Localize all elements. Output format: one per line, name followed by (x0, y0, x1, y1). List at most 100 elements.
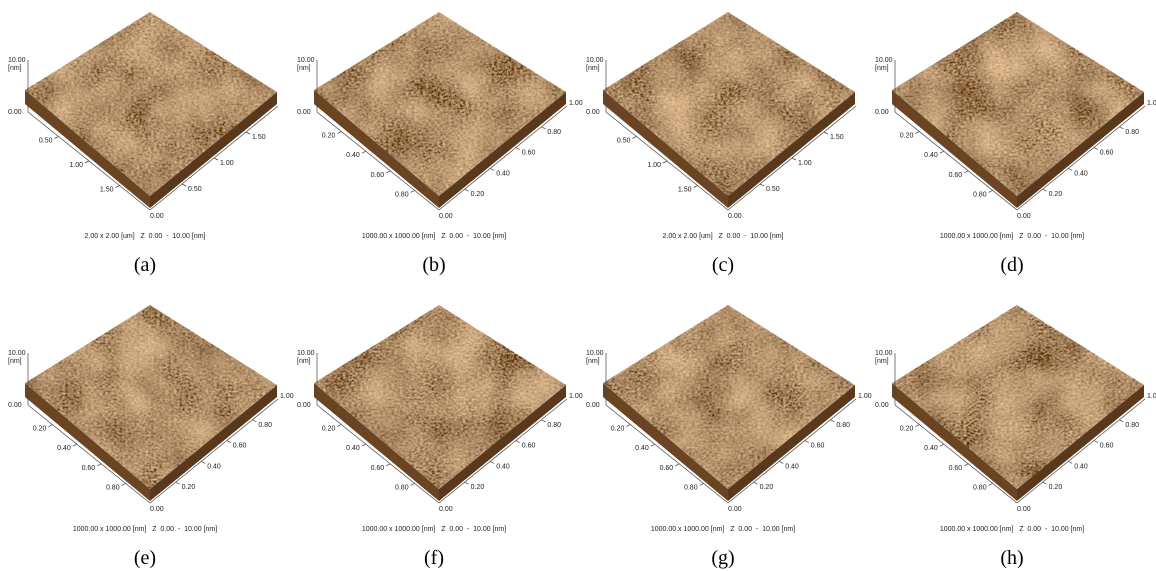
z-min-label: 0.00 (297, 402, 311, 409)
tick-label: 0.40 (924, 445, 938, 452)
tick (760, 184, 764, 186)
tick (754, 482, 758, 484)
tick-label: 0.40 (924, 152, 938, 159)
tick-label: 0.60 (233, 443, 247, 450)
tick (465, 189, 469, 191)
tick-label: 0.80 (1125, 422, 1139, 429)
tick (411, 190, 415, 192)
panel-label: (d) (1000, 254, 1023, 276)
tick (516, 441, 520, 443)
tick-label: 0.80 (258, 422, 272, 429)
tick-label: 0.60 (522, 150, 536, 157)
tick-label: 0.80 (973, 484, 987, 491)
surface (603, 12, 855, 196)
tick (541, 127, 545, 129)
z-min-label: 0.00 (297, 109, 311, 116)
tick-label: 0.80 (106, 484, 120, 491)
tick (651, 444, 655, 446)
tick-label: 0.40 (346, 445, 360, 452)
tick-label: 0.60 (811, 443, 825, 450)
tick-label: 0.20 (760, 484, 774, 491)
tick-label: 0.80 (547, 129, 561, 136)
tick-label: 1.00 (647, 162, 661, 169)
tick-label: 1.00 (1147, 393, 1156, 400)
tick (122, 483, 126, 485)
tick (1068, 461, 1072, 463)
z-unit-label: [nm] (8, 358, 22, 365)
tick (915, 132, 919, 134)
tick-label: 0.20 (471, 191, 485, 198)
tick (792, 158, 796, 160)
tick (214, 158, 218, 160)
tick (1043, 189, 1047, 191)
surface (892, 305, 1144, 489)
z-max-label: 10.00 (586, 350, 604, 357)
tick (85, 161, 89, 163)
tick (940, 444, 944, 446)
tick (116, 186, 120, 188)
panel-label: (g) (711, 547, 734, 569)
tick-label: 0.80 (395, 484, 409, 491)
tick-label: 0.40 (496, 463, 510, 470)
surface (25, 305, 277, 489)
panel-label: (f) (424, 547, 444, 569)
tick-label: 0.40 (785, 463, 799, 470)
tick-label: 1.00 (798, 160, 812, 167)
tick-label: 0.50 (617, 138, 631, 145)
tick (182, 184, 186, 186)
tick-label: 0.80 (836, 422, 850, 429)
tick (337, 425, 341, 427)
tick (516, 148, 520, 150)
tick (490, 168, 494, 170)
tick (386, 464, 390, 466)
tick-label: 0.20 (1049, 191, 1063, 198)
tick-label: 0.60 (1100, 150, 1114, 157)
tick-label: 0.20 (900, 426, 914, 433)
tick (633, 137, 637, 139)
tick-label: 0.60 (1100, 443, 1114, 450)
tick (1119, 127, 1123, 129)
tick (989, 483, 993, 485)
z-unit-label: [nm] (297, 358, 311, 365)
tick (989, 190, 993, 192)
figure: 10.00[nm]0.000.501.001.500.501.001.500.0… (0, 0, 1156, 571)
tick-label: 0.20 (900, 133, 914, 140)
tick-label: 1.00 (1147, 100, 1156, 107)
afm-panel: 10.00[nm]0.000.200.400.600.800.200.400.6… (586, 305, 872, 569)
tick (337, 132, 341, 134)
tick-label: 0.60 (949, 465, 963, 472)
surface (314, 12, 566, 196)
panel-label: (b) (422, 254, 445, 276)
z-min-label: 0.00 (586, 109, 600, 116)
tick (73, 444, 77, 446)
z-min-label: 0.00 (8, 109, 22, 116)
tick (362, 444, 366, 446)
tick-label: 0.40 (496, 170, 510, 177)
tick (541, 420, 545, 422)
origin-label: 0.00 (728, 213, 742, 220)
scan-caption: 1000.00 x 1000.00 [nm] Z 0.00 - 10.00 [n… (362, 233, 506, 240)
tick (675, 464, 679, 466)
origin-label: 0.00 (150, 213, 164, 220)
tick (227, 441, 231, 443)
panel-label: (c) (712, 254, 734, 276)
z-max-label: 10.00 (8, 350, 26, 357)
tick-label: 1.50 (830, 134, 844, 141)
tick (201, 461, 205, 463)
tick (626, 425, 630, 427)
tick (964, 464, 968, 466)
origin-label: 0.00 (150, 506, 164, 513)
tick (915, 425, 919, 427)
z-min-label: 0.00 (875, 109, 889, 116)
tick (246, 132, 250, 134)
z-unit-label: [nm] (8, 65, 22, 72)
scan-caption: 1000.00 x 1000.00 [nm] Z 0.00 - 10.00 [n… (362, 526, 506, 533)
tick-label: 0.50 (766, 186, 780, 193)
z-max-label: 10.00 (297, 57, 315, 64)
origin-label: 0.00 (728, 506, 742, 513)
tick-label: 0.50 (39, 138, 53, 145)
tick-label: 0.60 (949, 172, 963, 179)
